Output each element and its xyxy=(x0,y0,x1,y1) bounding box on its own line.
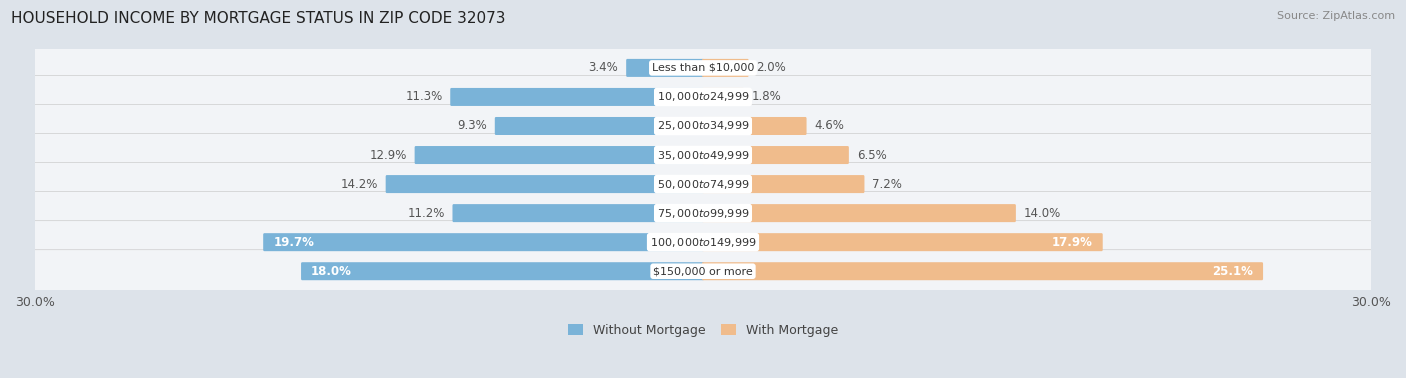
FancyBboxPatch shape xyxy=(702,117,807,135)
FancyBboxPatch shape xyxy=(702,233,1102,251)
Text: 14.2%: 14.2% xyxy=(340,178,378,191)
FancyBboxPatch shape xyxy=(28,163,1378,206)
FancyBboxPatch shape xyxy=(28,192,1378,235)
Text: Source: ZipAtlas.com: Source: ZipAtlas.com xyxy=(1277,11,1395,21)
Text: 11.3%: 11.3% xyxy=(405,90,443,104)
Legend: Without Mortgage, With Mortgage: Without Mortgage, With Mortgage xyxy=(568,324,838,337)
Text: 6.5%: 6.5% xyxy=(856,149,886,161)
Text: $35,000 to $49,999: $35,000 to $49,999 xyxy=(657,149,749,161)
FancyBboxPatch shape xyxy=(385,175,704,193)
Text: $50,000 to $74,999: $50,000 to $74,999 xyxy=(657,178,749,191)
Text: 18.0%: 18.0% xyxy=(311,265,352,278)
Text: 4.6%: 4.6% xyxy=(814,119,844,133)
Text: 3.4%: 3.4% xyxy=(589,61,619,74)
FancyBboxPatch shape xyxy=(626,59,704,77)
Text: $25,000 to $34,999: $25,000 to $34,999 xyxy=(657,119,749,133)
Text: Less than $10,000: Less than $10,000 xyxy=(652,63,754,73)
Text: 1.8%: 1.8% xyxy=(752,90,782,104)
Text: 11.2%: 11.2% xyxy=(408,207,444,220)
FancyBboxPatch shape xyxy=(28,46,1378,89)
FancyBboxPatch shape xyxy=(28,76,1378,118)
FancyBboxPatch shape xyxy=(450,88,704,106)
Text: 25.1%: 25.1% xyxy=(1212,265,1253,278)
FancyBboxPatch shape xyxy=(28,250,1378,293)
FancyBboxPatch shape xyxy=(263,233,704,251)
FancyBboxPatch shape xyxy=(28,133,1378,177)
FancyBboxPatch shape xyxy=(301,262,704,280)
FancyBboxPatch shape xyxy=(702,204,1017,222)
Text: 2.0%: 2.0% xyxy=(756,61,786,74)
Text: 14.0%: 14.0% xyxy=(1024,207,1062,220)
Text: 9.3%: 9.3% xyxy=(457,119,486,133)
FancyBboxPatch shape xyxy=(702,146,849,164)
Text: 7.2%: 7.2% xyxy=(872,178,903,191)
Text: 19.7%: 19.7% xyxy=(273,235,314,249)
Text: 12.9%: 12.9% xyxy=(370,149,406,161)
FancyBboxPatch shape xyxy=(415,146,704,164)
FancyBboxPatch shape xyxy=(702,88,744,106)
Text: $150,000 or more: $150,000 or more xyxy=(654,266,752,276)
FancyBboxPatch shape xyxy=(702,59,748,77)
FancyBboxPatch shape xyxy=(702,175,865,193)
Text: $10,000 to $24,999: $10,000 to $24,999 xyxy=(657,90,749,104)
FancyBboxPatch shape xyxy=(28,104,1378,147)
Text: $75,000 to $99,999: $75,000 to $99,999 xyxy=(657,207,749,220)
Text: $100,000 to $149,999: $100,000 to $149,999 xyxy=(650,235,756,249)
FancyBboxPatch shape xyxy=(28,221,1378,264)
FancyBboxPatch shape xyxy=(453,204,704,222)
Text: 17.9%: 17.9% xyxy=(1052,235,1092,249)
Text: HOUSEHOLD INCOME BY MORTGAGE STATUS IN ZIP CODE 32073: HOUSEHOLD INCOME BY MORTGAGE STATUS IN Z… xyxy=(11,11,506,26)
FancyBboxPatch shape xyxy=(495,117,704,135)
FancyBboxPatch shape xyxy=(702,262,1263,280)
